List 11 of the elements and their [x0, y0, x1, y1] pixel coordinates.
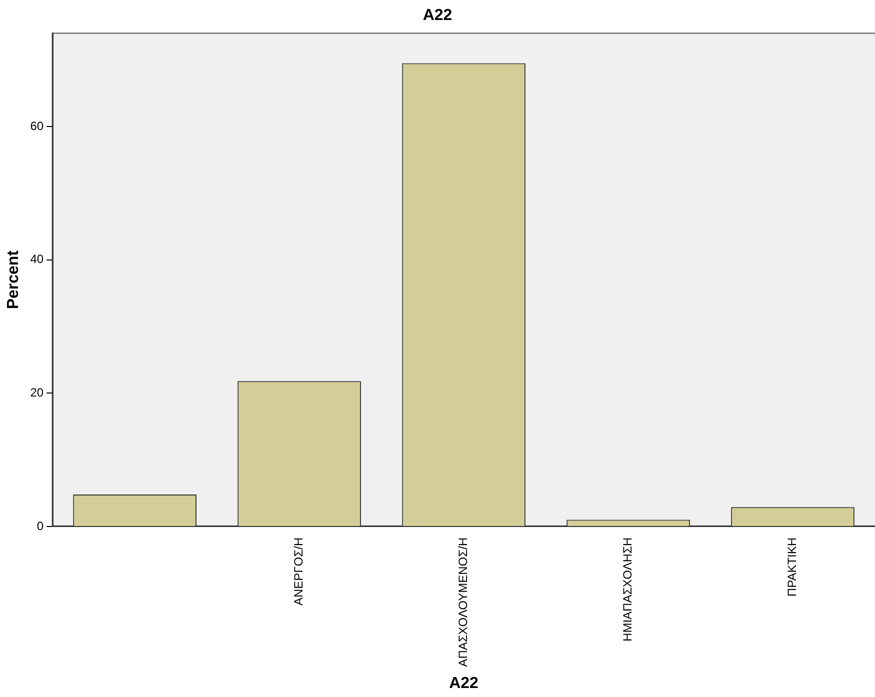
x-tick-label: ΑΠΑΣΧΟΛΟΥΜΕΝΟΣ/Η — [456, 537, 470, 667]
y-tick-label: 0 — [36, 518, 44, 533]
x-axis-title: A22 — [449, 674, 479, 692]
x-tick-label: ΠΡΑΚΤΙΚΗ — [785, 537, 800, 597]
chart-title: A22 — [422, 7, 452, 24]
y-tick-label: 40 — [30, 252, 44, 266]
x-tick-label: ΗΜΙΑΠΑΣΧΟΛΗΣΗ — [620, 537, 635, 642]
y-tick-label: 20 — [30, 385, 44, 400]
y-axis-title: Percent — [5, 250, 22, 310]
y-tick-label: 60 — [30, 118, 44, 133]
x-tick-label: ΑΝΕΡΓΟΣ/Η — [292, 537, 306, 606]
